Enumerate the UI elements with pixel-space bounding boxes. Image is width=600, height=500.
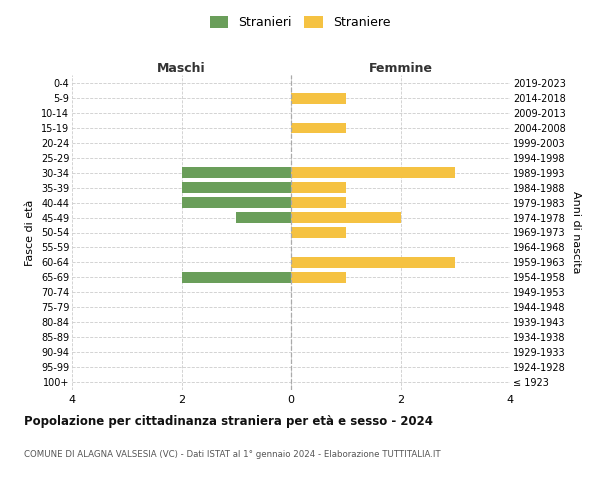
Bar [291, 198, 346, 208]
Bar [182, 198, 291, 208]
Bar [182, 272, 291, 282]
Bar [291, 122, 346, 134]
Bar [291, 168, 455, 178]
Bar [182, 182, 291, 193]
Y-axis label: Fasce di età: Fasce di età [25, 200, 35, 266]
Bar [291, 272, 346, 282]
Bar [291, 93, 346, 104]
Text: COMUNE DI ALAGNA VALSESIA (VC) - Dati ISTAT al 1° gennaio 2024 - Elaborazione TU: COMUNE DI ALAGNA VALSESIA (VC) - Dati IS… [24, 450, 440, 459]
Y-axis label: Anni di nascita: Anni di nascita [571, 191, 581, 274]
Legend: Stranieri, Straniere: Stranieri, Straniere [205, 11, 395, 34]
Bar [291, 257, 455, 268]
Bar [236, 212, 291, 223]
Bar [291, 212, 401, 223]
Text: Popolazione per cittadinanza straniera per età e sesso - 2024: Popolazione per cittadinanza straniera p… [24, 415, 433, 428]
Bar [291, 182, 346, 193]
Text: Maschi: Maschi [157, 62, 206, 75]
Bar [182, 168, 291, 178]
Bar [291, 227, 346, 238]
Text: Femmine: Femmine [368, 62, 433, 75]
